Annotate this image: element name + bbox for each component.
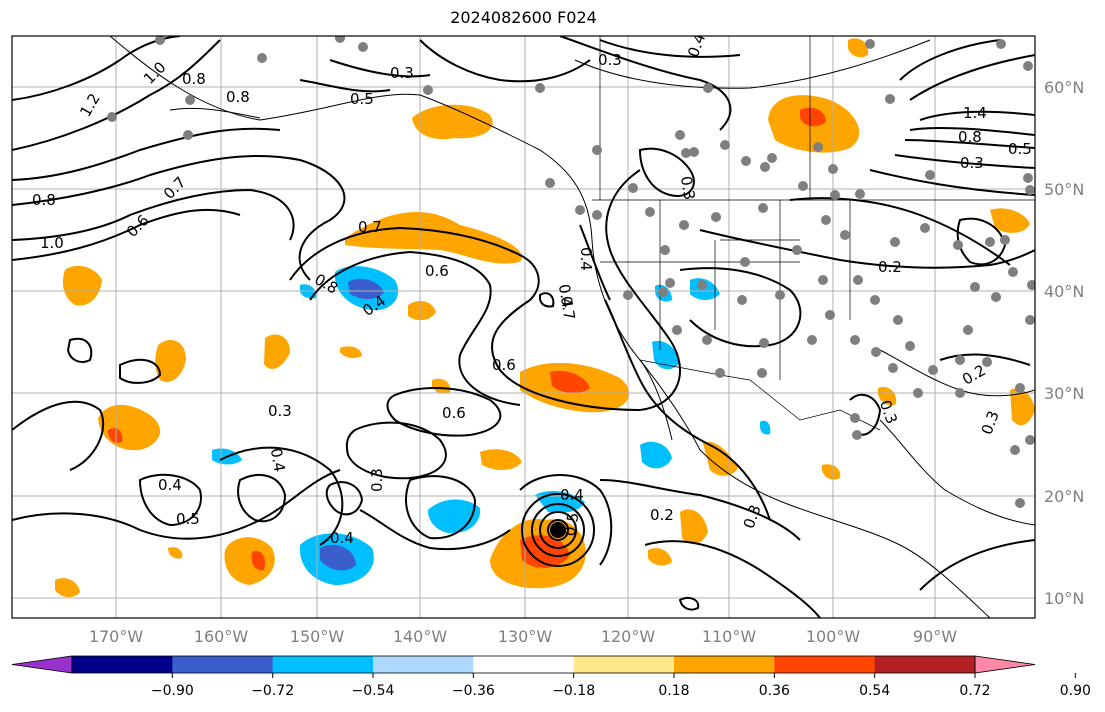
contour-label: 0.8 [182,70,206,88]
latitude-label: 50°N [1044,180,1084,199]
contour-label: 0.4 [684,31,709,60]
contour-lines [12,36,1035,618]
colorbar-tick-label: 0.18 [658,683,689,699]
contour-label: 0.5 [176,510,200,528]
longitude-label: 110°W [702,627,757,646]
contour-label: 0.6 [492,356,516,374]
contour-label: 0.5 [1008,140,1032,158]
colorbar-swatch [172,656,274,673]
colorbar-tick-label: −0.72 [251,683,294,699]
colorbar: −0.90 −0.72 −0.54 −0.36 −0.18 0.18 0.36 0.54 0.7… [11,655,1091,699]
colorbar-tick-label: −0.90 [151,683,194,699]
anomaly-shading [55,38,1035,598]
latitude-labels: 60°N 50°N 40°N 30°N 20°N 10°N [1044,78,1084,608]
contour-label: 0.2 [650,506,674,524]
colorbar-swatch [674,656,775,673]
contour-label: 1.0 [40,234,64,252]
colorbar-tick-label: −0.18 [552,683,595,699]
contour-label: 0.2 [878,258,902,276]
map-panel: 1.2 1.0 0.8 0.8 0.3 0.5 0.4 0.3 1.4 0.8 … [12,31,1035,618]
cyclone-center [550,522,566,538]
latitude-label: 20°N [1044,487,1084,506]
colorbar-swatch [473,656,575,673]
contour-label: 0.3 [390,64,414,82]
colorbar-swatch [272,656,374,673]
colorbar-swatch [72,656,173,673]
longitude-label: 170°W [89,627,144,646]
longitude-label: 160°W [194,627,249,646]
longitude-label: 120°W [601,627,656,646]
graticule [12,36,1035,618]
colorbar-extend-min [11,655,73,674]
longitude-labels: 170°W 160°W 150°W 140°W 130°W 120°W 110°… [89,627,957,646]
colorbar-tick-label: 0.90 [1060,683,1091,699]
colorbar-extend-max [974,655,1036,674]
colorbar-swatch [373,656,474,673]
contour-label: 0.4 [560,486,584,504]
colorbar-swatch [774,656,876,673]
longitude-label: 90°W [913,627,957,646]
contour-label: 0.3 [677,175,699,202]
contour-label: 0.3 [268,402,292,420]
latitude-label: 60°N [1044,78,1084,97]
station-dots [107,36,1035,508]
map-title: 2024082600 F024 [450,8,597,27]
contour-label: 0.4 [577,247,595,271]
contour-label: 0.6 [442,404,466,422]
colorbar-tick-label: −0.36 [452,683,495,699]
contour-label: 0.4 [330,529,354,547]
longitude-label: 100°W [806,627,861,646]
longitude-label: 150°W [290,627,345,646]
contour-label: 0.8 [32,191,56,209]
coastlines [109,36,1035,618]
colorbar-tick-label: 0.54 [859,683,890,699]
latitude-label: 30°N [1044,384,1084,403]
colorbar-outline [71,655,976,674]
longitude-label: 140°W [393,627,448,646]
contour-label: 0.4 [555,283,577,310]
colorbar-swatch [874,656,976,673]
contour-label: 0.3 [960,154,984,172]
contour-label: 0.3 [368,468,386,492]
colorbar-swatch [573,656,675,673]
contour-label: 0.3 [598,51,622,69]
contour-label: 0.5 [350,90,374,108]
latitude-label: 10°N [1044,589,1084,608]
longitude-label: 130°W [498,627,553,646]
contour-label: 1.4 [963,104,987,122]
contour-label: 0.8 [958,128,982,146]
colorbar-tick-label: 0.36 [759,683,790,699]
contour-label: 0.6 [425,262,449,280]
contour-label: 0.8 [226,88,250,106]
contour-label: 0.4 [158,476,182,494]
map-frame [11,35,1036,619]
colorbar-tick-label: 0.72 [959,683,990,699]
contour-label: 0.7 [557,295,579,322]
boundaries [592,36,1035,431]
contour-label: 0.4 [267,447,289,474]
contour-label: 0.7 [358,218,382,236]
contour-label: 0.5 [561,511,583,538]
latitude-label: 40°N [1044,282,1084,301]
colorbar-tick-label: −0.54 [352,683,395,699]
